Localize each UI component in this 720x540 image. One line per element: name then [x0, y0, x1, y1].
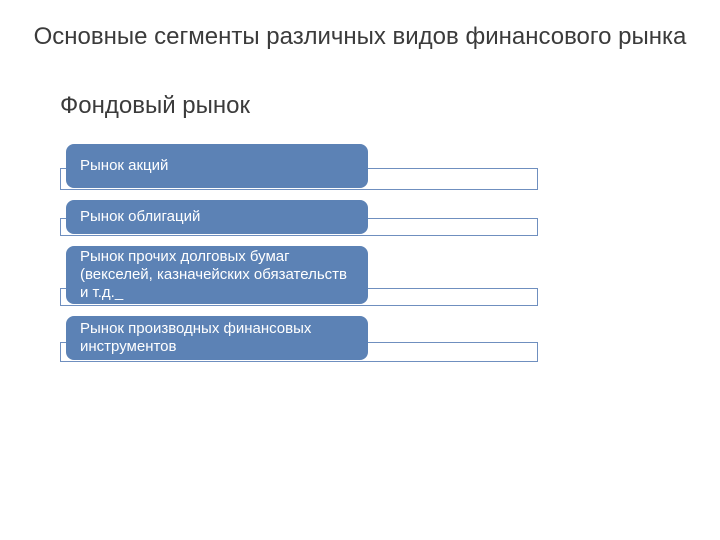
slide-title: Основные сегменты различных видов финанс…: [0, 22, 720, 52]
slide: Основные сегменты различных видов финанс…: [0, 0, 720, 540]
list-item: Рынок облигаций: [60, 200, 540, 236]
list-item-label: Рынок облигаций: [80, 208, 200, 226]
list-item: Рынок производных финансовых инструменто…: [60, 316, 540, 362]
list-pill: Рынок производных финансовых инструменто…: [66, 316, 368, 360]
list-item-label: Рынок производных финансовых инструменто…: [80, 320, 354, 356]
list-item: Рынок акций: [60, 144, 540, 190]
list-item-label: Рынок акций: [80, 157, 168, 175]
segment-list: Рынок акций Рынок облигаций Рынок прочих…: [60, 144, 540, 372]
list-item-label: Рынок прочих долговых бумаг (векселей, к…: [80, 248, 354, 302]
list-pill: Рынок прочих долговых бумаг (векселей, к…: [66, 246, 368, 304]
list-pill: Рынок облигаций: [66, 200, 368, 234]
slide-subtitle: Фондовый рынок: [60, 92, 250, 120]
list-pill: Рынок акций: [66, 144, 368, 188]
list-item: Рынок прочих долговых бумаг (векселей, к…: [60, 246, 540, 306]
